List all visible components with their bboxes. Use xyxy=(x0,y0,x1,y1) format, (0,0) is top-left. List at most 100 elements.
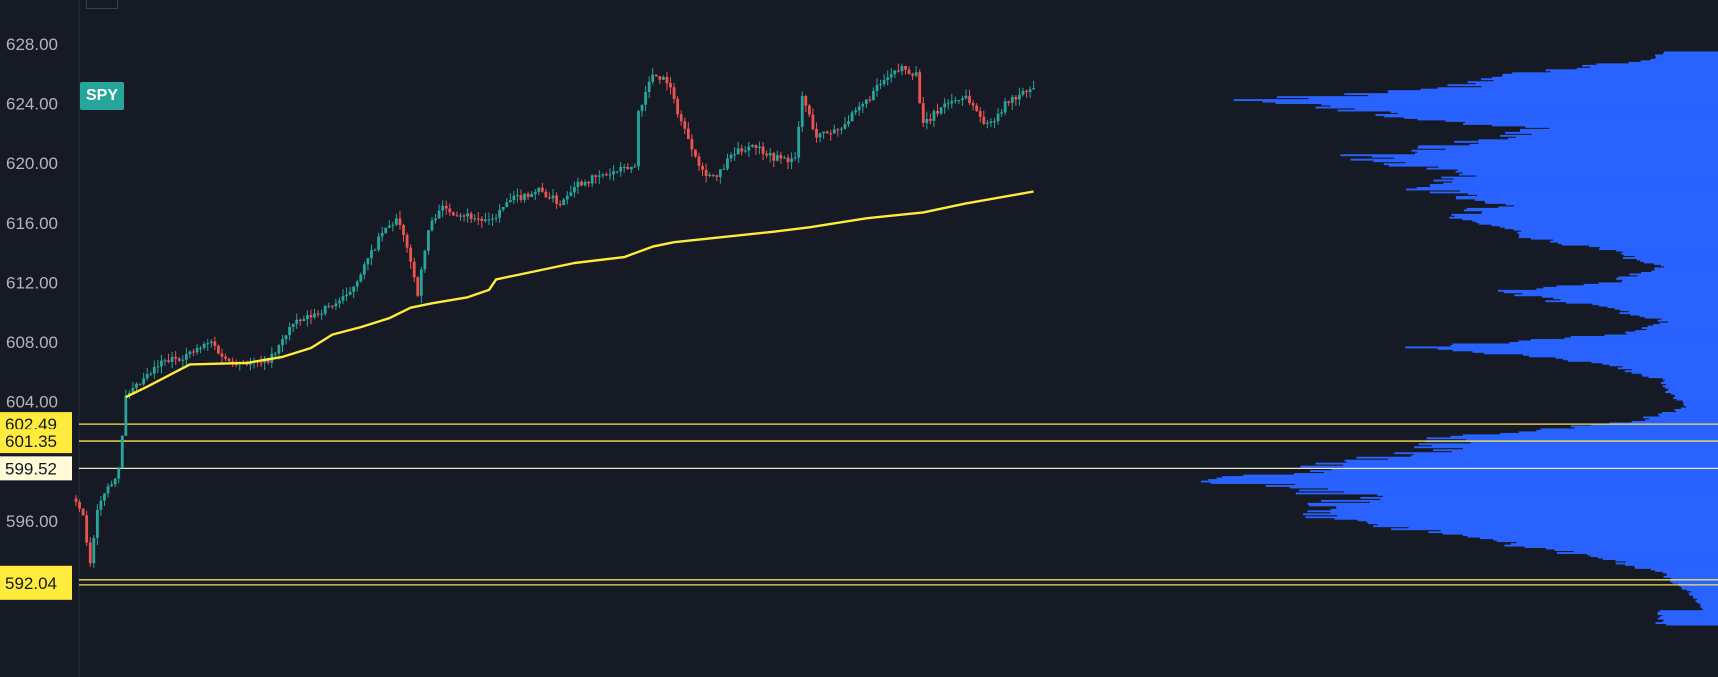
candle-body xyxy=(85,515,89,543)
candle-body xyxy=(822,131,825,134)
candle-body xyxy=(192,351,195,353)
candle-body xyxy=(487,219,491,221)
volume-profile-bar xyxy=(1262,100,1718,103)
candle-body xyxy=(558,203,562,206)
candle-body xyxy=(316,313,320,315)
volume-profile-bar xyxy=(1657,611,1718,614)
candle-body xyxy=(473,218,477,220)
volume-profile-bar xyxy=(1615,562,1718,565)
volume-profile-bar xyxy=(1327,488,1718,490)
volume-profile-bar xyxy=(1641,373,1718,376)
volume-profile-bar xyxy=(1375,114,1718,116)
volume-profile-bar xyxy=(1330,511,1718,514)
candle-body xyxy=(694,149,697,157)
volume-profile-bar xyxy=(1668,388,1718,391)
volume-profile-bar xyxy=(1462,172,1718,175)
candle-body xyxy=(996,113,1000,122)
candle-body xyxy=(395,218,398,225)
volume-profile-bar xyxy=(1697,598,1718,601)
volume-profile-bar xyxy=(1377,523,1718,526)
volume-profile-bar xyxy=(1265,485,1718,487)
volume-profile-bar xyxy=(1357,519,1718,522)
candle-body xyxy=(177,358,181,361)
volume-profile-bar xyxy=(1616,277,1718,280)
volume-profile-bar xyxy=(1462,218,1718,221)
candle-body xyxy=(943,103,947,108)
candle-body xyxy=(298,319,302,322)
volume-profile-bar xyxy=(1210,482,1718,484)
y-tick-label: 628.00 xyxy=(6,35,58,54)
candle-body xyxy=(188,351,192,355)
candle-body xyxy=(622,166,626,168)
volume-profile-bar xyxy=(1337,514,1718,517)
volume-profile-bar xyxy=(1481,85,1718,88)
candle-body xyxy=(341,296,345,301)
volume-profile-bar xyxy=(1518,236,1718,239)
volume-profile-bar xyxy=(1303,513,1718,516)
candle-body xyxy=(544,191,548,198)
candle-body xyxy=(387,225,391,228)
candle-body xyxy=(736,148,740,155)
volume-profile-bar xyxy=(1442,532,1718,535)
candle-body xyxy=(423,250,427,270)
candle-body xyxy=(1010,96,1014,103)
volume-profile-bar xyxy=(1308,97,1718,100)
candle-body xyxy=(530,194,534,198)
price-level-tag-label: 601.35 xyxy=(5,432,57,451)
volume-profile-bar xyxy=(1643,416,1718,419)
volume-profile-bar xyxy=(1458,169,1718,172)
candle-body xyxy=(209,341,213,344)
candle-body xyxy=(149,373,153,375)
candle-body xyxy=(647,81,651,92)
candle-body xyxy=(840,128,843,130)
volume-profile-bar xyxy=(1635,566,1718,569)
volume-profile-bar xyxy=(1670,577,1718,580)
volume-profile-bar xyxy=(1498,206,1718,209)
y-tick-label: 604.00 xyxy=(6,393,58,412)
volume-profile-bar xyxy=(1459,173,1718,176)
volume-profile-bar xyxy=(1615,249,1718,252)
candle-body xyxy=(985,122,989,124)
volume-profile-bar xyxy=(1377,493,1718,496)
candle-body xyxy=(398,218,402,226)
volume-profile-bar xyxy=(1472,219,1718,222)
volume-profile-bar xyxy=(1637,274,1718,277)
volume-profile-bar xyxy=(1602,558,1718,560)
candle-body xyxy=(526,193,530,198)
candle-body xyxy=(184,354,188,360)
volume-profile-bar xyxy=(1373,160,1718,163)
volume-profile-bar xyxy=(1208,479,1718,481)
volume-profile-bar xyxy=(1484,352,1718,355)
volume-profile-bar xyxy=(1672,581,1718,584)
volume-profile-bar xyxy=(1623,254,1718,256)
volume-profile-bar xyxy=(1505,131,1718,134)
volume-profile-bar xyxy=(1566,301,1718,304)
candle-body xyxy=(512,195,516,201)
volume-profile-bar xyxy=(1583,283,1718,286)
volume-profile-bar xyxy=(1305,516,1718,519)
volume-profile-bar xyxy=(1518,340,1718,343)
pane-toggle-stub[interactable] xyxy=(86,0,118,9)
candle-body xyxy=(95,509,99,538)
candle-body xyxy=(768,152,772,156)
volume-profile-bar xyxy=(1625,564,1718,566)
volume-profile-bar xyxy=(1599,246,1718,249)
volume-profile-bar xyxy=(1550,240,1718,243)
vwap-line xyxy=(125,190,1034,399)
volume-profile-bar xyxy=(1676,398,1718,401)
volume-profile-bar xyxy=(1621,280,1718,283)
candle-body xyxy=(206,343,210,345)
candle-body xyxy=(847,121,850,125)
candle-body xyxy=(562,199,566,206)
candle-body xyxy=(491,218,494,220)
candle-body xyxy=(918,72,922,104)
volume-profile-bar xyxy=(1604,334,1718,337)
volume-profile-bar xyxy=(1504,544,1718,547)
volume-profile-bar xyxy=(1293,473,1718,476)
candle-body xyxy=(416,277,420,296)
candle-body xyxy=(925,118,929,123)
volume-profile-bar xyxy=(1478,222,1718,225)
candles xyxy=(74,63,1036,568)
